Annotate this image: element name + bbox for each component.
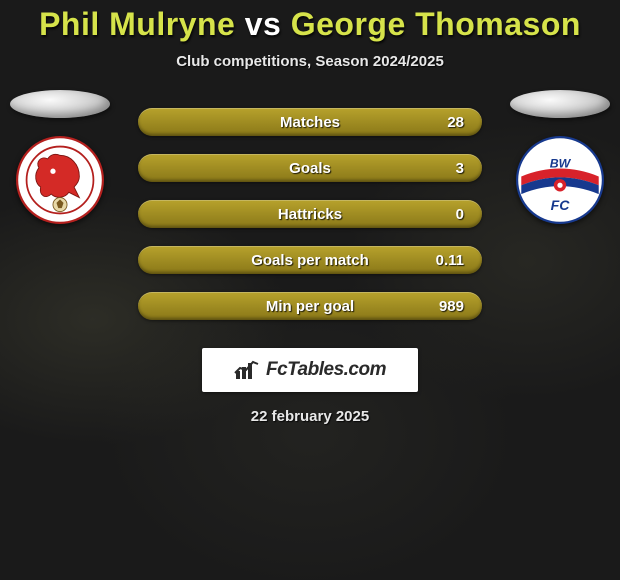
player1-silhouette [10, 90, 110, 118]
comparison-card: Phil Mulryne vs George Thomason Club com… [0, 0, 620, 425]
stat-value: 3 [456, 160, 464, 177]
stat-bar: Goals 3 [138, 154, 482, 182]
svg-text:FC: FC [551, 197, 571, 213]
date-text: 22 february 2025 [251, 408, 369, 425]
stat-bar: Goals per match 0.11 [138, 246, 482, 274]
player2-silhouette [510, 90, 610, 118]
player1-name: Phil Mulryne [39, 6, 235, 42]
player2-name: George Thomason [291, 6, 581, 42]
stat-label: Hattricks [278, 206, 342, 223]
brand-text: FcTables.com [266, 359, 386, 381]
stat-value: 28 [447, 114, 464, 131]
vs-text: vs [235, 6, 290, 42]
left-player-column [10, 90, 110, 224]
stat-label: Min per goal [266, 298, 354, 315]
crest-left-svg [16, 136, 104, 224]
leyton-orient-crest [16, 136, 104, 224]
page-title: Phil Mulryne vs George Thomason [39, 6, 581, 43]
stat-bar: Hattricks 0 [138, 200, 482, 228]
stat-bar: Min per goal 989 [138, 292, 482, 320]
stat-bars: Matches 28 Goals 3 Hattricks 0 Goals per match… [138, 108, 482, 320]
stat-value: 0.11 [436, 252, 464, 269]
chart-icon [234, 359, 260, 381]
stat-label: Goals per match [251, 252, 369, 269]
crest-right-svg: BW FC [516, 136, 604, 224]
right-player-column: BW FC [510, 90, 610, 224]
stat-label: Matches [280, 114, 340, 131]
stats-area: BW FC Matches 28 Goals 3 Hattricks 0 Goals per… [0, 108, 620, 320]
stat-label: Goals [289, 160, 331, 177]
stat-value: 989 [439, 298, 464, 315]
svg-text:BW: BW [550, 157, 572, 171]
stat-value: 0 [456, 206, 464, 223]
brand-badge[interactable]: FcTables.com [202, 348, 418, 392]
subtitle: Club competitions, Season 2024/2025 [176, 53, 444, 70]
stat-bar: Matches 28 [138, 108, 482, 136]
bolton-wanderers-crest: BW FC [516, 136, 604, 224]
